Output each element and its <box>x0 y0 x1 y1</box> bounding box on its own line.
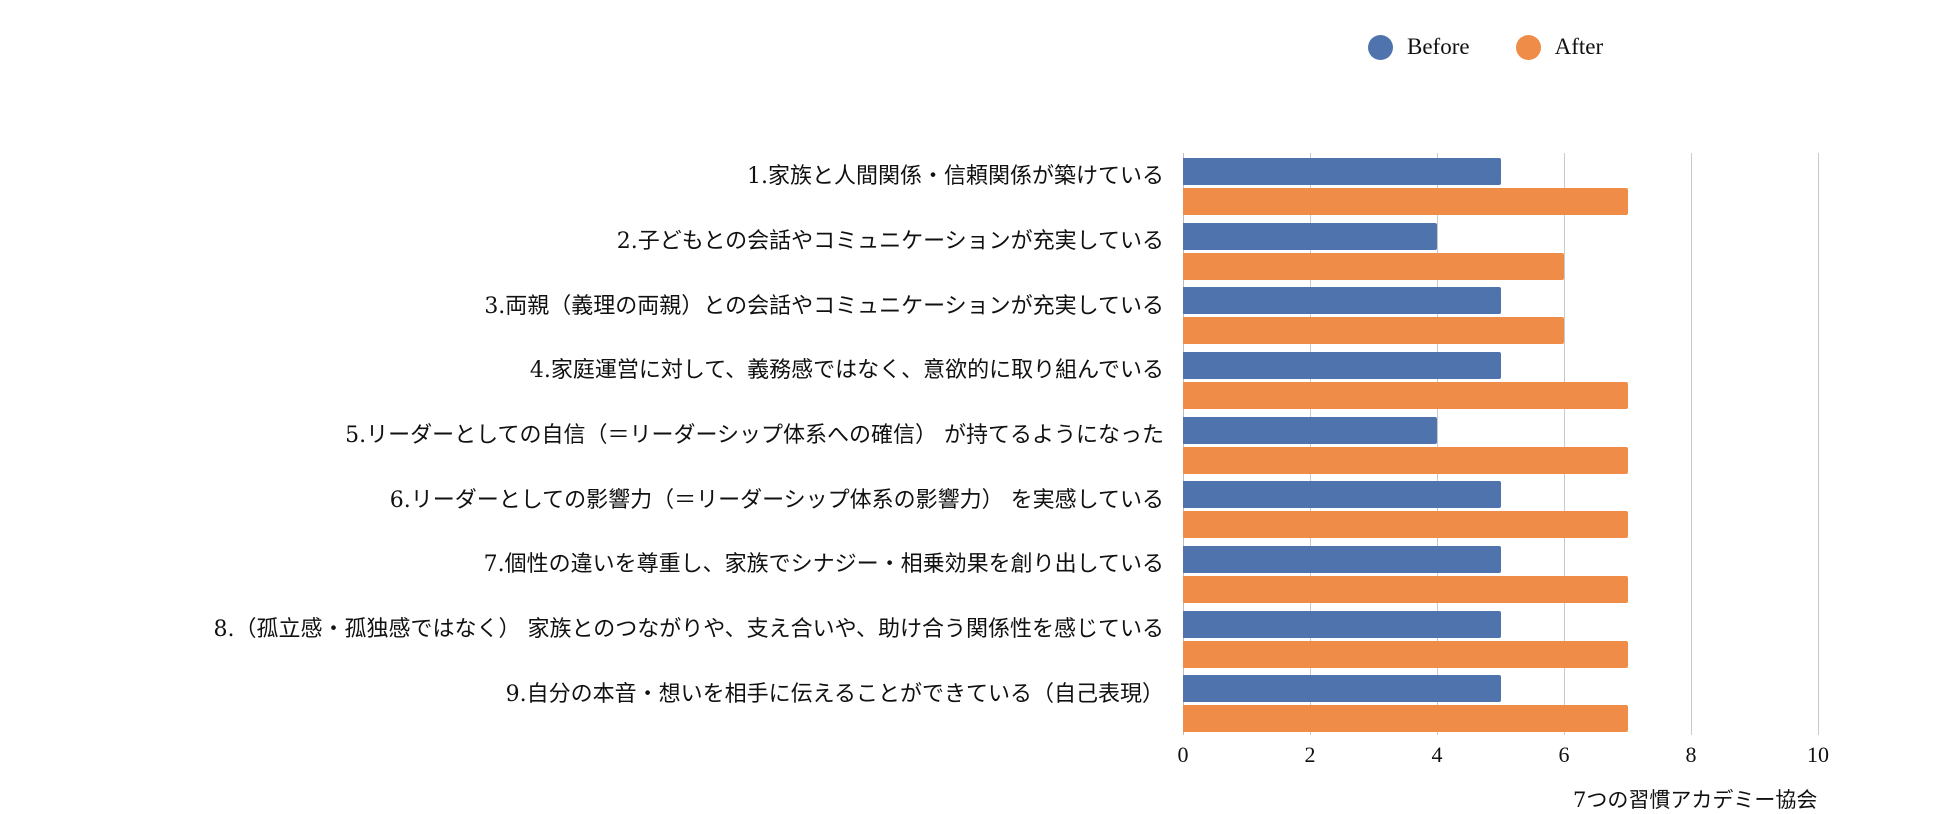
bar-after <box>1183 576 1628 603</box>
x-tick: 10 <box>1807 742 1829 767</box>
category-label: 5.リーダーとしての自信（＝リーダーシップ体系への確信） が持てるようになった <box>345 423 1164 448</box>
gridline <box>1818 153 1819 735</box>
bar-after <box>1183 640 1628 668</box>
category-label: 3.両親（義理の両親）との会話やコミュニケーションが充実している <box>484 293 1164 319</box>
bar-after <box>1183 382 1628 409</box>
category-row <box>1183 347 1818 412</box>
legend-swatch-after-icon <box>1515 34 1541 60</box>
plot-area <box>1183 153 1819 735</box>
bar-after <box>1183 511 1628 539</box>
category-label: 6.リーダーとしての影響力（＝リーダーシップ体系の影響力） を実感している <box>389 487 1164 513</box>
bar-before <box>1183 546 1501 573</box>
bar-before <box>1183 158 1501 185</box>
y-axis-line <box>1183 153 1184 735</box>
gridline <box>1564 153 1565 735</box>
bar-before <box>1183 352 1501 379</box>
source-credit: 7つの習慣アカデミー協会 <box>1573 788 1818 812</box>
x-tick: 0 <box>1177 742 1189 767</box>
category-label: 1.家族と人間関係・信頼関係が築けている <box>747 164 1164 190</box>
bar-after <box>1183 188 1628 215</box>
category-row <box>1183 412 1818 477</box>
x-tick: 4 <box>1431 742 1443 767</box>
legend-item-before: Before <box>1368 34 1470 60</box>
category-row <box>1183 606 1818 671</box>
bar-before <box>1183 481 1501 509</box>
bar-after <box>1183 252 1564 280</box>
bar-after <box>1183 446 1628 474</box>
category-label: 8.（孤立感・孤独感ではなく） 家族とのつながりや、支え合いや、助け合う関係性を… <box>213 617 1164 642</box>
bar-before <box>1183 222 1437 250</box>
category-row <box>1183 218 1818 283</box>
bar-before <box>1183 610 1501 638</box>
x-tick: 6 <box>1558 742 1570 767</box>
bar-after <box>1183 705 1628 733</box>
category-label: 2.子どもとの会話やコミュニケーションが充実している <box>616 229 1164 254</box>
gridline <box>1691 153 1692 735</box>
category-row <box>1183 282 1818 347</box>
x-tick: 8 <box>1685 742 1697 767</box>
legend-label-after: After <box>1554 34 1604 59</box>
bar-before <box>1183 675 1501 703</box>
category-label: 7.個性の違いを尊重し、家族でシナジー・相乗効果を創り出している <box>483 552 1164 578</box>
gridline <box>1310 153 1311 735</box>
x-tick: 2 <box>1304 742 1316 767</box>
gridline <box>1437 153 1438 735</box>
legend-swatch-before-icon <box>1368 34 1393 60</box>
category-row <box>1183 476 1818 541</box>
legend-item-after: After <box>1515 34 1604 60</box>
category-row <box>1183 153 1818 218</box>
bar-before <box>1183 287 1501 315</box>
legend-label-before: Before <box>1407 34 1470 59</box>
bar-after <box>1183 317 1564 345</box>
category-label: 4.家庭運営に対して、義務感ではなく、意欲的に取り組んでいる <box>529 358 1164 384</box>
chart-legend: Before After <box>1368 34 1649 60</box>
bar-before <box>1183 416 1437 444</box>
category-row <box>1183 670 1818 735</box>
category-row <box>1183 541 1818 606</box>
category-label: 9.自分の本音・想いを相手に伝えることができている（自己表現） <box>505 681 1164 707</box>
